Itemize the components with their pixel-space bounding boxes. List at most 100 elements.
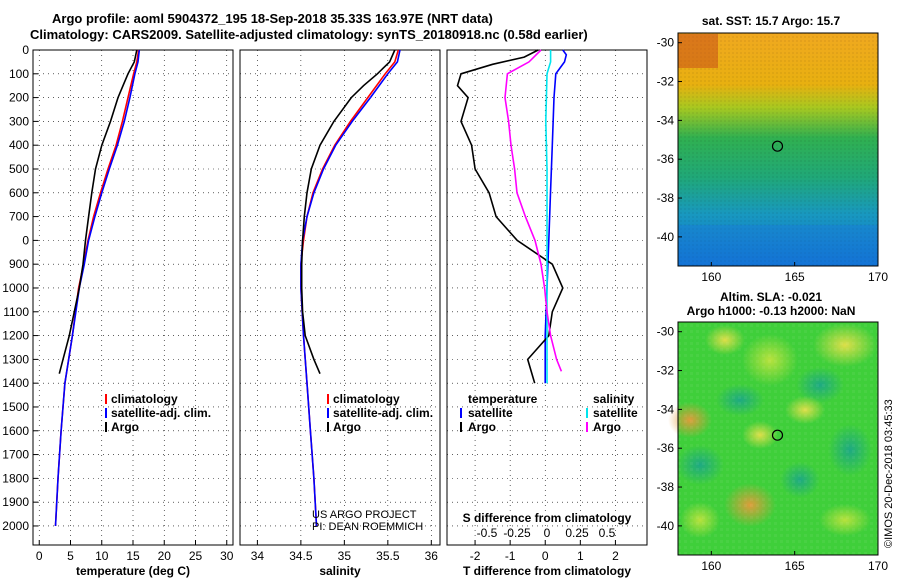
y-tick-label: 1200 [2,329,29,343]
sla-map-y-ticks: -30 -32 -34 -36 -38 -40 [657,325,682,533]
map-y-tick-label: -34 [657,402,675,416]
map-y-tick-label: -34 [657,113,675,127]
map-y-tick-label: -36 [657,152,675,166]
sla-map-title-line2: Argo h1000: -0.13 h2000: NaN [687,304,856,318]
legend-swatch-argo [105,422,107,432]
s-tick-label: -0.5 [477,526,498,540]
difference-panel: -2 -1 0 1 2 -0.5 -0.25 0 0.25 0.5 T difference f… [446,49,648,578]
map-y-tick-label: -38 [657,191,675,205]
sla-map-panel: Altim. SLA: -0.021 Argo h1000: -0.13 h20… [657,290,895,573]
legend-label-s-argo: Argo [593,420,621,434]
sla-map-title-line1: Altim. SLA: -0.021 [720,290,822,304]
y-tick-label: 600 [9,186,29,200]
y-tick-label: 2000 [2,519,29,533]
legend-title-temperature: temperature [468,392,538,406]
salinity-x-ticks: 34 34.5 35 35.5 36 [251,540,439,563]
x-tick-label: 20 [158,549,172,563]
series-line-t-argo [456,49,564,384]
salinity-legend: climatology satellite-adj. clim. Argo [327,392,433,434]
sst-argo-location-marker [771,140,784,152]
legend-label-t-argo: Argo [468,420,496,434]
map-x-tick-label: 165 [785,270,805,284]
legend-label-satellite: satellite-adj. clim. [111,406,211,420]
map-y-tick-label: -36 [657,441,675,455]
figure-title-line2: Climatology: CARS2009. Satellite-adjuste… [30,27,588,42]
imos-timestamp: ©IMOS 20-Dec-2018 03:45:33 [883,399,895,548]
legend-label-climatology: climatology [111,392,178,406]
series-line-argo [58,49,138,374]
sla-map-x-ticks: 160 165 170 [701,551,888,573]
x-tick-label: 0 [36,549,43,563]
x-tick-label: 10 [95,549,109,563]
y-tick-label: 0 [22,43,29,57]
map-x-tick-label: 165 [785,559,805,573]
salinity-grid [240,49,440,545]
legend-label-climatology: climatology [333,392,400,406]
y-tick-label: 1000 [2,281,29,295]
sst-map-panel: sat. SST: 15.7 Argo: 15.7 160 165 170 -30-… [657,14,889,284]
temperature-grid [33,49,233,545]
legend-swatch-climatology [327,394,329,404]
y-tick-label: 1300 [2,352,29,366]
legend-label-argo: Argo [333,420,361,434]
map-x-tick-label: 160 [701,270,721,284]
map-x-tick-label: 160 [701,559,721,573]
legend-swatch-s-satellite [586,408,588,418]
s-tick-label: -0.25 [503,526,531,540]
map-y-tick-label: -40 [657,230,675,244]
map-y-tick-label: -32 [657,75,675,89]
y-tick-label: 0 [22,233,29,247]
s-tick-label: 0 [544,526,551,540]
y-tick-label: 1900 [2,495,29,509]
x-tick-label: 35 [338,549,352,563]
difference-legend: temperature salinity satellite Argo sate… [460,392,638,434]
map-x-tick-label: 170 [868,559,888,573]
s-tick-label: 0.5 [599,526,616,540]
credit-line2: PI: DEAN ROEMMICH [312,521,423,533]
difference-x-ticks: -2 -1 0 1 2 [470,540,619,563]
x-tick-label: 5 [67,549,74,563]
sst-cold-band [678,225,878,266]
map-y-tick-label: -32 [657,364,675,378]
map-y-tick-label: -30 [657,36,675,50]
sla-map-frame [677,321,879,556]
x-tick-label: 1 [577,549,584,563]
s-tick-label: 0.25 [565,526,589,540]
map-x-tick-label: 170 [868,270,888,284]
legend-swatch-t-argo [460,422,462,432]
y-tick-label: 1700 [2,448,29,462]
series-line-satellite-adj-clim- [300,49,401,527]
sst-map-y-ticks: -30 -32 -34 -36 -38 -40 [657,36,682,244]
y-tick-label: 900 [9,257,29,271]
legend-swatch-s-argo [586,422,588,432]
x-tick-label: 34 [251,549,265,563]
x-tick-label: -2 [470,549,481,563]
temperature-panel: 0 5 10 15 20 25 30 0 100 200 300 400 500 600 700 0 900 1… [2,43,233,578]
legend-label-argo: Argo [111,420,139,434]
legend-label-satellite: satellite-adj. clim. [333,406,433,420]
y-tick-label: 100 [9,67,29,81]
temperature-legend: climatology satellite-adj. clim. Argo [105,392,211,434]
y-tick-label: 1400 [2,376,29,390]
legend-swatch-satellite [105,408,107,418]
temperature-axes-frame [32,49,234,546]
figure-title-line1: Argo profile: aoml 5904372_195 18-Sep-20… [52,11,493,26]
series-line-argo [300,49,396,375]
credit-line1: US ARGO PROJECT [312,509,417,521]
y-tick-label: 500 [9,162,29,176]
temperature-xlabel: temperature (deg C) [76,564,190,578]
x-tick-label: 15 [126,549,140,563]
legend-swatch-climatology [105,394,107,404]
x-tick-label: 34.5 [289,549,313,563]
legend-label-t-satellite: satellite [468,406,513,420]
sla-texture [678,322,878,555]
temperature-x-ticks: 0 5 10 15 20 25 30 [36,540,234,563]
x-tick-label: 25 [189,549,203,563]
series-line-satellite-adj-clim- [54,49,141,527]
sst-map-x-ticks: 160 165 170 [701,262,888,284]
legend-swatch-argo [327,422,329,432]
x-tick-label: 36 [425,549,439,563]
legend-swatch-t-satellite [460,408,462,418]
difference-xlabel: T difference from climatology [463,564,631,578]
